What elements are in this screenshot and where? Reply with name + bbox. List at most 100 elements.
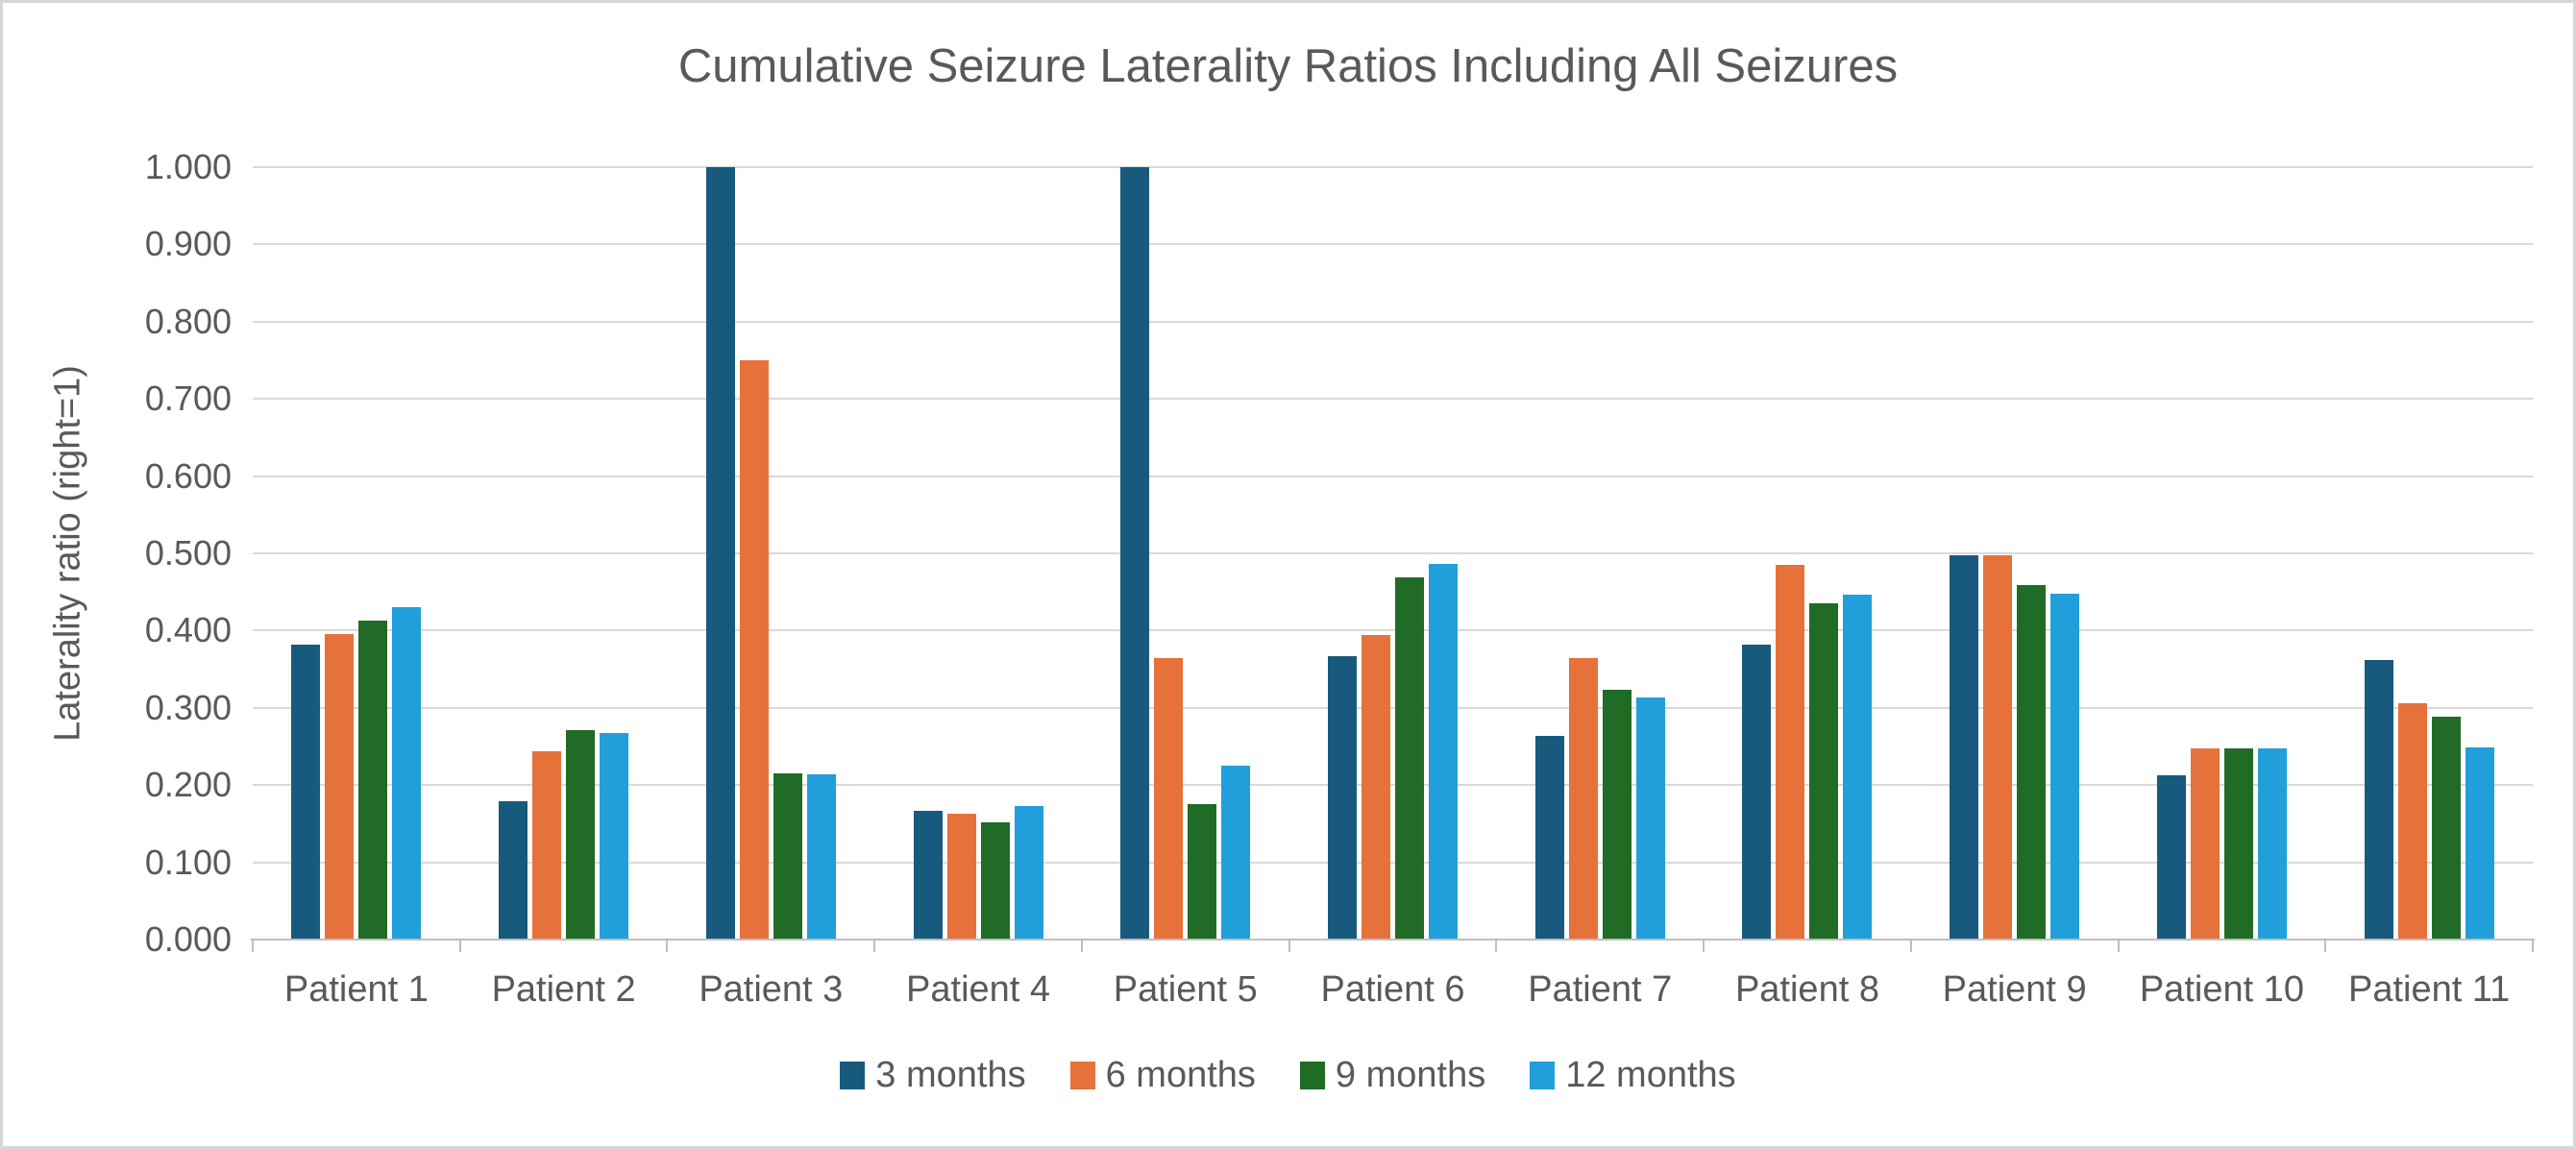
bar-12-months [1843, 595, 1873, 940]
x-axis-tick [1495, 941, 1498, 952]
bar-9-months [358, 620, 388, 940]
x-tick-label: Patient 9 [1942, 969, 2087, 1010]
y-tick-label: 0.000 [144, 919, 232, 959]
bar-group-patient-3 [667, 167, 874, 940]
bar-9-months [773, 773, 802, 940]
legend-label: 6 months [1105, 1055, 1256, 1095]
bar-group-patient-7 [1496, 167, 1704, 940]
legend-label: 9 months [1335, 1055, 1486, 1095]
bar-6-months [1361, 635, 1390, 940]
bar-12-months [2050, 593, 2080, 940]
bar-12-months [2465, 746, 2494, 940]
bar-9-months [2017, 584, 2047, 940]
bar-3-months [291, 644, 321, 940]
legend-item-6-months: 6 months [1069, 1055, 1256, 1096]
bar-6-months [1568, 657, 1598, 940]
gridline [253, 475, 2533, 477]
bar-group-patient-2 [460, 167, 668, 940]
legend: 3 months 6 months 9 months 12 months [3, 1055, 2573, 1096]
bar-group-patient-10 [2119, 167, 2326, 940]
x-axis-line [251, 939, 2535, 941]
x-tick-label: Patient 3 [699, 969, 844, 1010]
bar-3-months [1534, 735, 1564, 940]
bar-3-months [499, 801, 528, 940]
y-tick-label: 0.700 [144, 379, 232, 419]
y-tick-label: 0.300 [144, 687, 232, 727]
bar-3-months [913, 810, 943, 940]
bar-6-months [2190, 747, 2220, 940]
bar-3-months [1120, 167, 1150, 940]
plot-area [253, 166, 2533, 940]
bar-12-months [600, 732, 629, 940]
x-axis-tick [458, 941, 461, 952]
bar-group-patient-4 [874, 167, 1082, 940]
bar-6-months [1154, 658, 1184, 940]
bar-9-months [1394, 576, 1424, 940]
x-tick-label: Patient 5 [1113, 969, 1258, 1010]
bar-12-months [1428, 564, 1458, 940]
bar-12-months [392, 607, 422, 940]
x-axis-tick [2324, 941, 2327, 952]
legend-item-12-months: 12 months [1530, 1055, 1736, 1096]
bar-6-months [325, 634, 355, 940]
gridline [253, 629, 2533, 632]
bar-group-patient-8 [1704, 167, 1911, 940]
bar-9-months [2431, 717, 2461, 940]
x-tick-label: Patient 4 [906, 969, 1051, 1010]
bar-group-patient-1 [253, 167, 460, 940]
bar-12-months [1014, 805, 1043, 940]
bar-6-months [739, 360, 769, 940]
legend-swatch-icon [1530, 1062, 1556, 1089]
y-tick-label: 0.500 [144, 533, 232, 573]
legend-swatch-icon [840, 1062, 866, 1089]
x-axis-tick [2532, 941, 2534, 952]
y-tick-label: 0.900 [144, 224, 232, 264]
gridline [253, 398, 2533, 401]
bar-9-months [1602, 689, 1631, 940]
legend-label: 3 months [875, 1055, 1026, 1095]
gridline [253, 706, 2533, 709]
bar-6-months [1776, 565, 1805, 940]
bar-9-months [1809, 603, 1839, 940]
bar-3-months [2364, 659, 2393, 940]
bar-9-months [1188, 803, 1217, 940]
x-tick-label: Patient 2 [491, 969, 636, 1010]
bar-12-months [1221, 766, 1251, 940]
bar-3-months [1950, 555, 1979, 940]
x-axis-tick [1703, 941, 1705, 952]
x-tick-label: Patient 7 [1528, 969, 1673, 1010]
legend-item-9-months: 9 months [1299, 1055, 1486, 1096]
legend-item-3-months: 3 months [840, 1055, 1026, 1096]
x-tick-label: Patient 11 [2347, 969, 2511, 1010]
legend-swatch-icon [1299, 1062, 1325, 1089]
bar-6-months [946, 813, 976, 940]
bar-3-months [2156, 774, 2186, 940]
gridline [253, 784, 2533, 787]
legend-label: 12 months [1565, 1055, 1736, 1095]
bar-group-patient-5 [1082, 167, 1289, 940]
bar-12-months [806, 773, 836, 940]
bar-12-months [1635, 697, 1665, 940]
gridline [253, 166, 2533, 168]
x-tick-label: Patient 6 [1320, 969, 1465, 1010]
y-tick-label: 0.600 [144, 455, 232, 496]
gridline [253, 552, 2533, 554]
bar-9-months [566, 730, 596, 940]
x-axis-tick [252, 941, 254, 952]
bar-6-months [2397, 702, 2427, 940]
x-axis-tick [1909, 941, 1912, 952]
bar-9-months [980, 821, 1010, 940]
legend-swatch-icon [1069, 1062, 1095, 1089]
chart-title: Cumulative Seizure Laterality Ratios Inc… [677, 40, 1899, 92]
x-axis-tick [2117, 941, 2120, 952]
bar-group-patient-9 [1911, 167, 2119, 940]
bar-3-months [1327, 655, 1357, 940]
x-tick-label: Patient 8 [1734, 969, 1879, 1010]
x-tick-label: Patient 10 [2139, 969, 2304, 1010]
bar-12-months [2257, 747, 2287, 940]
bar-3-months [705, 167, 735, 940]
x-axis-tick [1080, 941, 1083, 952]
gridline [253, 861, 2533, 864]
bar-3-months [1742, 644, 1772, 940]
